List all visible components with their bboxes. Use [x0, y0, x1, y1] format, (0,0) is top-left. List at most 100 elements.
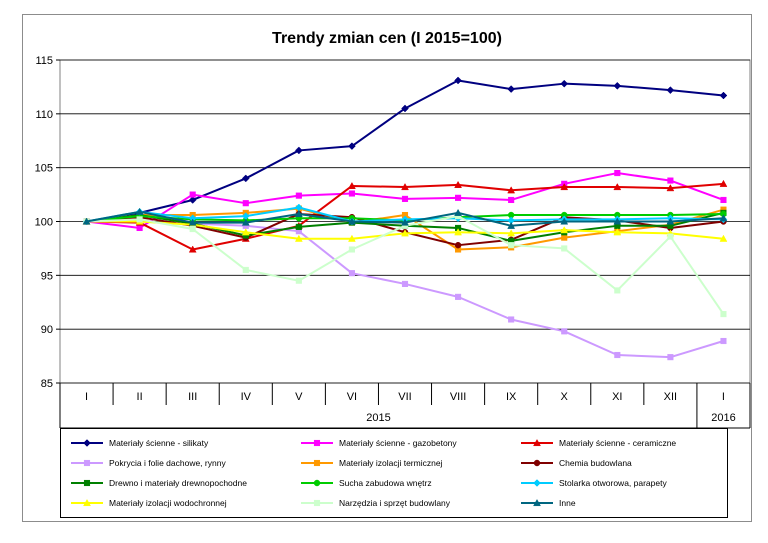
data-point	[241, 174, 250, 183]
legend-label: Chemia budowlana	[559, 458, 632, 468]
x-tick-label: V	[295, 391, 303, 403]
data-point	[82, 217, 91, 225]
data-point	[454, 76, 462, 85]
legend-label: Materiały izolacji termicznej	[339, 458, 443, 468]
legend-label: Narzędzia i sprzęt budowlany	[339, 498, 451, 508]
data-point	[136, 224, 143, 232]
series-1	[82, 76, 728, 226]
legend-label: Materiały ścienne - ceramiczne	[559, 438, 677, 448]
data-point	[507, 221, 516, 229]
data-point	[401, 280, 409, 287]
y-tick-label: 115	[35, 55, 53, 67]
data-point	[188, 218, 197, 226]
legend-label: Pokrycia i folie dachowe, rynny	[109, 458, 226, 468]
x-tick-label: VI	[347, 391, 357, 403]
y-tick-label: 85	[41, 378, 53, 390]
legend-marker	[533, 459, 541, 467]
legend-swatch	[521, 479, 553, 487]
data-point	[560, 226, 569, 234]
x-tick-label: III	[188, 391, 197, 403]
legend-swatch	[301, 459, 333, 467]
data-point	[613, 81, 622, 90]
data-point	[188, 245, 197, 253]
x-tick-label: IX	[506, 391, 517, 403]
data-point	[454, 241, 462, 249]
y-tick-label: 95	[41, 270, 53, 282]
data-point	[667, 354, 674, 361]
data-point	[719, 179, 728, 187]
legend-label: Stolarka otworowa, parapety	[559, 478, 667, 488]
data-point	[455, 293, 462, 300]
legend-label: Sucha zabudowa wnętrz	[339, 478, 432, 488]
data-point	[561, 328, 568, 335]
x-tick-label: X	[561, 391, 569, 403]
data-point	[719, 91, 728, 100]
x-tick-label: XI	[612, 391, 622, 403]
y-tick-label: 105	[35, 163, 53, 175]
x-tick-label: VIII	[450, 391, 467, 403]
legend-swatch	[71, 439, 103, 447]
year-group-label: 2016	[711, 412, 735, 424]
data-point	[347, 234, 356, 242]
data-point	[454, 208, 463, 216]
x-tick-label: IV	[241, 391, 252, 403]
data-point	[294, 234, 303, 242]
data-point	[295, 192, 302, 199]
data-point	[241, 228, 250, 236]
data-point	[614, 170, 621, 177]
legend-swatch	[521, 459, 553, 467]
data-point	[136, 216, 143, 223]
legend-label: Materiały ścienne - silikaty	[109, 438, 209, 448]
data-point	[189, 225, 196, 233]
data-point	[348, 246, 355, 253]
y-tick-label: 90	[41, 324, 53, 336]
legend-label: Materiały izolacji wodochronnej	[109, 498, 227, 508]
data-point	[560, 183, 569, 191]
legend-marker	[83, 498, 91, 507]
data-point	[507, 85, 516, 93]
data-point	[720, 196, 727, 204]
data-point	[401, 229, 409, 237]
year-group-label: 2015	[366, 412, 390, 424]
legend-swatch	[301, 499, 333, 507]
data-point	[135, 207, 144, 215]
data-point	[614, 351, 621, 359]
data-point	[348, 190, 355, 197]
x-tick-label: I	[85, 391, 88, 403]
data-point	[294, 146, 303, 155]
data-point	[242, 200, 249, 207]
legend-marker	[313, 459, 321, 467]
data-point	[401, 195, 409, 202]
legend-label: Inne	[559, 498, 576, 508]
data-point	[347, 217, 356, 225]
legend-marker	[313, 499, 321, 507]
data-point	[667, 177, 674, 184]
data-point	[188, 196, 197, 204]
data-point	[454, 228, 463, 236]
legend-marker	[533, 498, 541, 507]
x-tick-label: VII	[398, 391, 411, 403]
data-point	[613, 228, 622, 236]
x-tick-label: I	[722, 391, 725, 403]
data-point	[614, 287, 621, 294]
data-point	[241, 218, 250, 226]
data-point	[295, 277, 302, 284]
data-point	[613, 183, 622, 191]
data-point	[666, 184, 675, 192]
legend-swatch	[521, 498, 553, 507]
legend-swatch	[71, 479, 103, 487]
data-point	[720, 337, 727, 345]
data-point	[348, 270, 355, 277]
data-point	[667, 233, 674, 240]
data-point	[719, 214, 728, 222]
data-point	[508, 316, 515, 323]
data-point	[560, 217, 569, 225]
data-point	[561, 234, 568, 241]
legend-swatch	[301, 479, 333, 487]
data-point	[455, 194, 462, 201]
data-point	[294, 209, 303, 218]
data-point	[666, 86, 675, 95]
x-tick-label: XII	[664, 391, 677, 403]
data-point	[720, 311, 727, 318]
data-point	[508, 242, 515, 249]
